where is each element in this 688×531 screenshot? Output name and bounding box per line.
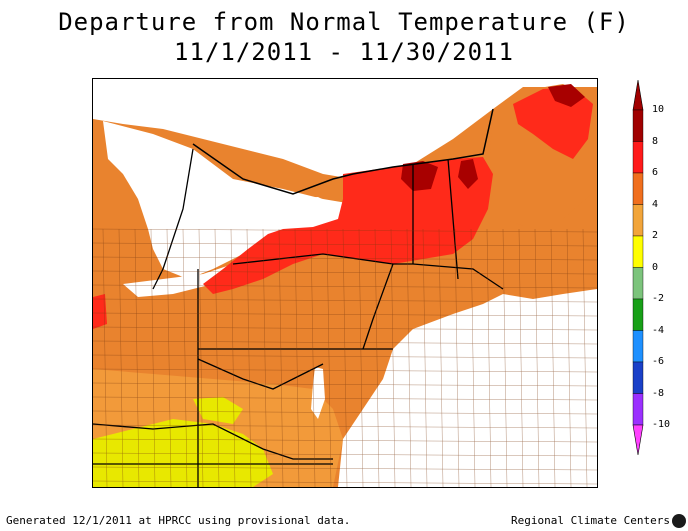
southwest-yellow — [93, 419, 273, 487]
nh-dark-red — [458, 159, 478, 189]
legend-swatch — [632, 393, 644, 426]
legend-label: 6 — [652, 167, 659, 178]
color-legend: 10 8 6 4 2 0 -2 -4 -6 -8 -10 — [628, 78, 688, 458]
atlantic-ocean — [338, 289, 597, 487]
legend-swatch — [632, 141, 644, 174]
map-title: Departure from Normal Temperature (F) — [58, 8, 630, 36]
credits: Regional Climate Centers — [511, 514, 670, 527]
legend-label: 8 — [652, 135, 659, 147]
generated-note: Generated 12/1/2011 at HPRCC using provi… — [6, 514, 351, 527]
legend-label: 2 — [652, 230, 659, 241]
legend-swatch — [632, 267, 644, 300]
legend-arrow-top — [632, 79, 644, 111]
legend-swatch — [632, 109, 644, 142]
western-red — [93, 294, 107, 329]
legend-label: -2 — [652, 293, 665, 304]
legend-swatch — [632, 361, 644, 394]
legend-swatch — [632, 298, 644, 331]
great-lakes-water — [93, 79, 597, 179]
chesapeake-bay — [311, 367, 325, 419]
maine-dark-red — [548, 84, 585, 107]
map-date-range: 11/1/2011 - 11/30/2011 — [174, 38, 514, 66]
legend-swatch — [632, 330, 644, 363]
legend-label: 4 — [652, 198, 659, 210]
legend-swatch — [632, 172, 644, 205]
map-canvas — [93, 79, 597, 487]
legend-label: -8 — [652, 387, 665, 399]
legend-label: 0 — [652, 261, 659, 273]
state-boundaries — [93, 148, 504, 487]
county-grid — [93, 228, 597, 487]
temperature-map — [92, 78, 598, 488]
legend-label: -6 — [652, 356, 665, 367]
legend-colorbar — [632, 79, 644, 456]
vt-dark-red — [401, 161, 438, 191]
lake-ontario — [243, 197, 338, 224]
legend-label: -10 — [652, 419, 671, 430]
legend-label: 10 — [652, 104, 665, 115]
legend-label: -4 — [652, 324, 665, 336]
legend-swatch — [632, 204, 644, 237]
lake-michigan-huron — [103, 121, 353, 279]
canada-border — [192, 108, 494, 195]
legend-arrow-bottom — [632, 424, 644, 456]
rcc-logo-icon — [672, 514, 686, 528]
legend-swatch — [632, 235, 644, 268]
